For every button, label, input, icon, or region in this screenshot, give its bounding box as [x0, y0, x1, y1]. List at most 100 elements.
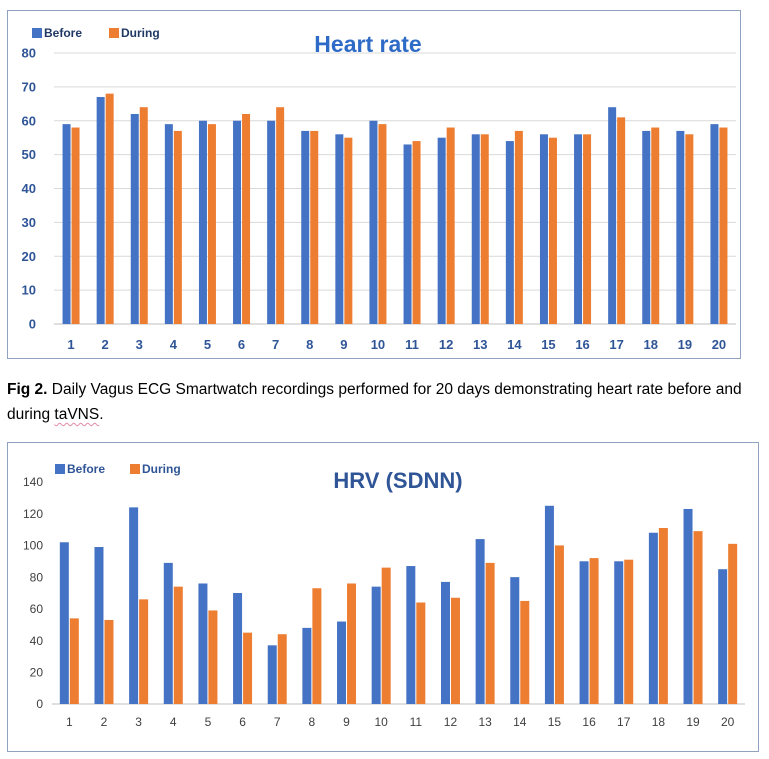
bar-during — [719, 127, 728, 325]
legend-label-before: Before — [44, 26, 82, 40]
y-tick-label: 60 — [22, 113, 36, 128]
x-tick-label: 15 — [541, 337, 555, 352]
bar-before — [579, 561, 589, 704]
figure-caption: Fig 2. Daily Vagus ECG Smartwatch record… — [7, 377, 767, 427]
bar-before — [62, 124, 71, 324]
bar-during — [207, 124, 216, 324]
bar-during — [589, 558, 599, 704]
legend-label-during: During — [142, 462, 181, 476]
bar-during — [624, 559, 634, 704]
legend-swatch-before — [32, 28, 42, 38]
x-tick-label: 16 — [575, 337, 589, 352]
x-tick-label: 13 — [478, 715, 492, 729]
bar-before — [301, 130, 310, 324]
x-tick-label: 5 — [205, 715, 212, 729]
bar-before — [544, 505, 554, 704]
bar-during — [514, 130, 523, 324]
caption-underlined-word: taVNS — [54, 406, 100, 423]
x-tick-label: 18 — [644, 337, 658, 352]
caption-label: Fig 2. — [7, 381, 48, 398]
bar-during — [173, 586, 183, 704]
bar-before — [505, 141, 514, 324]
bar-during — [658, 527, 668, 704]
bar-before — [403, 144, 412, 324]
bar-before — [371, 586, 381, 704]
x-tick-label: 14 — [507, 337, 522, 352]
bar-during — [485, 562, 495, 704]
x-tick-label: 9 — [340, 337, 347, 352]
y-tick-label: 40 — [30, 634, 44, 648]
heart-rate-chart-panel: 0 10 20 30 40 50 60 70 80 1 2 3 4 5 6 7 8 9 10 11 12 13 14 15 16… — [7, 10, 741, 359]
bar-during — [277, 634, 287, 704]
bar-before — [164, 124, 173, 324]
bar-during — [344, 137, 353, 324]
bar-during — [243, 632, 253, 704]
x-tick-label: 4 — [170, 715, 177, 729]
bar-during — [378, 124, 387, 324]
bar-before — [642, 130, 651, 324]
bar-during — [104, 619, 114, 704]
bar-before — [475, 539, 485, 704]
y-tick-label: 40 — [22, 181, 36, 196]
bar-before — [369, 120, 378, 324]
y-tick-label: 80 — [22, 46, 36, 61]
bar-before — [718, 569, 728, 704]
caption-text: Daily Vagus ECG Smartwatch recordings pe… — [7, 381, 742, 423]
x-tick-label: 3 — [136, 337, 143, 352]
x-tick-label: 13 — [473, 337, 487, 352]
bar-before — [539, 134, 548, 324]
bar-during — [685, 134, 694, 324]
bar-before — [710, 124, 719, 324]
x-tick-label: 1 — [67, 337, 74, 352]
y-tick-label: 70 — [22, 79, 36, 94]
y-tick-label: 60 — [30, 602, 44, 616]
y-tick-label: 50 — [22, 147, 36, 162]
x-tick-label: 6 — [239, 715, 246, 729]
bar-before — [130, 113, 139, 324]
x-tick-label: 6 — [238, 337, 245, 352]
bar-during — [173, 130, 182, 324]
bar-before — [574, 134, 583, 324]
legend-swatch-during — [130, 464, 140, 474]
bar-during — [548, 137, 557, 324]
bar-during — [312, 588, 322, 704]
bar-during — [105, 93, 114, 325]
bar-before — [267, 120, 276, 324]
x-tick-label: 8 — [306, 337, 313, 352]
y-tick-label: 80 — [30, 570, 44, 584]
bar-before — [406, 566, 416, 704]
bar-before — [608, 107, 617, 324]
x-tick-label: 15 — [548, 715, 562, 729]
bar-before — [676, 130, 685, 324]
legend-label-during: During — [121, 26, 160, 40]
bar-before — [94, 547, 104, 704]
y-tick-label: 0 — [36, 697, 43, 711]
bar-before — [337, 621, 347, 704]
y-tick-label: 20 — [30, 665, 44, 679]
x-tick-label: 12 — [444, 715, 458, 729]
x-tick-label: 11 — [405, 337, 419, 352]
bar-before — [510, 577, 520, 704]
x-tick-label: 11 — [410, 715, 423, 729]
x-tick-label: 1 — [66, 715, 73, 729]
bar-during — [69, 618, 79, 704]
x-tick-label: 17 — [617, 715, 631, 729]
bar-before — [233, 593, 243, 704]
bar-during — [347, 583, 357, 704]
bar-during — [693, 531, 703, 704]
bar-during — [276, 107, 285, 324]
y-tick-label: 120 — [23, 507, 43, 521]
bar-during — [651, 127, 660, 325]
legend-swatch-before — [55, 464, 65, 474]
x-tick-label: 16 — [582, 715, 596, 729]
x-tick-label: 5 — [204, 337, 211, 352]
bar-before — [198, 120, 207, 324]
x-tick-label: 14 — [513, 715, 527, 729]
bar-before — [614, 561, 624, 704]
bar-before — [198, 583, 208, 704]
bar-before — [267, 645, 277, 704]
bar-before — [129, 507, 139, 704]
bar-during — [71, 127, 80, 325]
bar-during — [480, 134, 489, 324]
